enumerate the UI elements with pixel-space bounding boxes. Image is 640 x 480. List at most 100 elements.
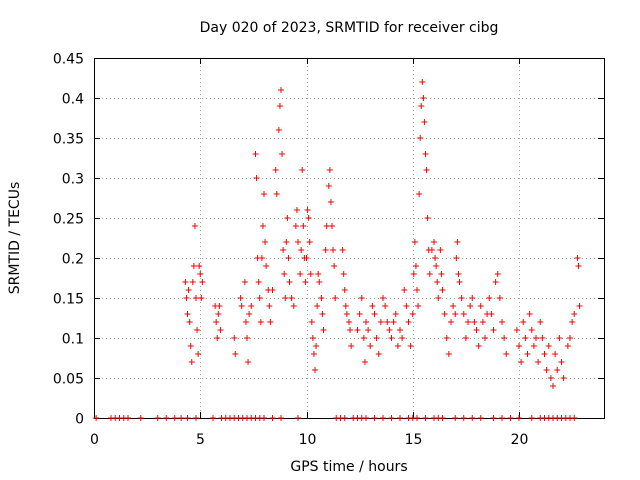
data-point	[125, 415, 131, 421]
data-point	[571, 311, 578, 317]
data-point	[183, 295, 190, 301]
data-point	[452, 415, 459, 421]
data-point	[552, 351, 559, 357]
data-point	[465, 319, 471, 325]
data-point	[279, 151, 286, 157]
data-point	[516, 343, 522, 349]
data-point	[263, 263, 270, 269]
data-point	[458, 295, 465, 301]
y-tick-label: 0.35	[53, 132, 84, 148]
data-point	[214, 335, 221, 341]
data-point	[422, 151, 429, 157]
data-point	[305, 215, 312, 221]
data-point	[371, 311, 378, 317]
data-point	[304, 207, 311, 213]
data-point	[284, 215, 291, 221]
data-point	[450, 303, 457, 309]
data-point	[318, 295, 325, 301]
data-point	[210, 415, 216, 421]
data-point	[486, 295, 493, 301]
data-point	[422, 415, 429, 421]
data-point	[300, 223, 307, 229]
data-point	[528, 415, 535, 421]
data-point	[522, 335, 529, 341]
data-point	[462, 335, 469, 341]
data-point	[193, 415, 199, 421]
data-point	[369, 303, 376, 309]
y-tick-label: 0.2	[62, 252, 84, 268]
data-point	[365, 327, 372, 333]
data-point	[331, 263, 338, 269]
data-point	[560, 375, 567, 381]
data-point	[469, 415, 476, 421]
data-point	[388, 335, 395, 341]
data-point	[286, 279, 293, 285]
data-point	[550, 383, 556, 389]
data-point	[257, 319, 264, 325]
data-point	[288, 295, 295, 301]
data-point	[307, 271, 314, 277]
data-point	[441, 311, 448, 317]
y-tick-label: 0	[75, 412, 84, 428]
data-point	[473, 327, 480, 333]
data-point	[213, 319, 220, 325]
data-point	[341, 415, 348, 421]
data-point	[348, 343, 355, 349]
data-point	[258, 255, 265, 261]
data-point	[403, 303, 410, 309]
data-point	[513, 327, 520, 333]
data-point	[499, 415, 505, 421]
data-point	[171, 415, 178, 421]
data-point	[242, 319, 249, 325]
data-point	[571, 415, 578, 421]
data-point	[273, 191, 280, 197]
data-point	[455, 271, 462, 277]
data-point	[417, 135, 424, 141]
data-point	[363, 415, 369, 421]
data-point	[375, 351, 382, 357]
data-point	[332, 295, 339, 301]
data-point	[312, 367, 318, 373]
x-axis-label: GPS time / hours	[290, 459, 407, 475]
data-point	[256, 295, 263, 301]
data-point	[283, 239, 290, 245]
data-point	[380, 295, 386, 301]
y-axis-label: SRMTID / TECUs	[7, 182, 23, 295]
x-tick-label: 15	[405, 432, 423, 448]
data-point	[460, 311, 467, 317]
data-point	[361, 359, 368, 365]
data-point	[199, 279, 206, 285]
data-point	[329, 223, 335, 229]
data-point	[524, 351, 531, 357]
data-point	[503, 351, 510, 357]
data-point	[184, 415, 191, 421]
data-point	[539, 335, 546, 341]
data-point	[405, 319, 412, 325]
data-point	[186, 319, 193, 325]
data-point	[276, 103, 283, 109]
data-point	[547, 375, 554, 381]
data-point	[443, 335, 450, 341]
data-point	[494, 271, 501, 277]
data-point	[520, 319, 527, 325]
data-point	[528, 327, 535, 333]
data-point	[426, 271, 433, 277]
data-point	[567, 335, 573, 341]
data-point	[477, 415, 484, 421]
data-point	[380, 415, 386, 421]
data-point	[424, 215, 431, 221]
data-point	[266, 303, 273, 309]
data-point	[445, 351, 452, 357]
data-point	[358, 295, 365, 301]
data-point	[496, 295, 503, 301]
data-point	[280, 247, 287, 253]
data-point	[196, 263, 203, 269]
data-point	[290, 303, 297, 309]
data-point	[414, 287, 420, 293]
data-point	[197, 271, 204, 277]
data-point	[454, 239, 461, 245]
data-point	[178, 415, 185, 421]
data-point	[490, 415, 497, 421]
data-point	[282, 295, 289, 301]
data-point	[434, 279, 441, 285]
